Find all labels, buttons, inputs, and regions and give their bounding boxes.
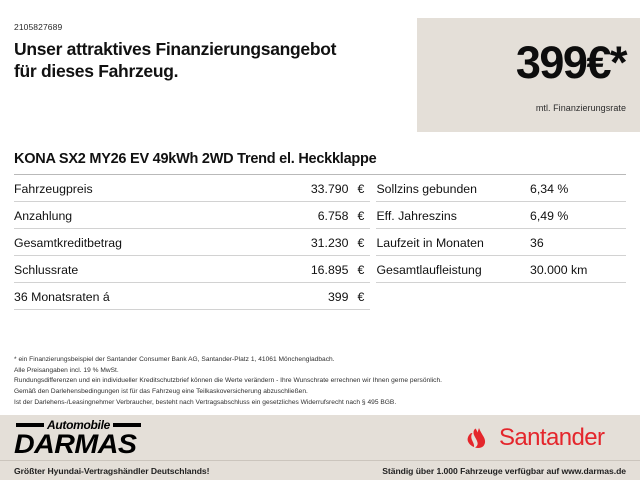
footer-tagline-bar: Größter Hyundai-Vertragshändler Deutschl… bbox=[0, 460, 640, 480]
monthly-rate-caption: mtl. Finanzierungsrate bbox=[535, 103, 626, 113]
spec-value: 30.000 km bbox=[530, 263, 588, 277]
spec-value: 36 bbox=[530, 236, 544, 250]
vehicle-title: KONA SX2 MY26 EV 49kWh 2WD Trend el. Hec… bbox=[14, 151, 626, 175]
darmas-logo-top-row: Automobile bbox=[14, 419, 194, 431]
spec-label: Gesamtlaufleistung bbox=[376, 263, 482, 277]
disclaimer-line: Gemäß den Darlehensbedingungen ist für d… bbox=[14, 388, 308, 396]
spec-label: 36 Monatsraten á bbox=[14, 290, 110, 304]
table-row: Gesamtlaufleistung 30.000 km bbox=[376, 256, 626, 283]
spec-value: 6,34 % bbox=[530, 182, 569, 196]
spec-label: Fahrzeugpreis bbox=[14, 182, 93, 196]
spec-label: Eff. Jahreszins bbox=[376, 209, 457, 223]
header-section: 2105827689 Unser attraktives Finanzierun… bbox=[0, 0, 640, 132]
specification-table: Fahrzeugpreis 33.790 € Anzahlung 6.758 €… bbox=[0, 175, 640, 310]
table-row: Anzahlung 6.758 € bbox=[14, 202, 371, 229]
legal-disclaimer: * ein Finanzierungsbeispiel der Santande… bbox=[0, 355, 640, 408]
spec-value: 6,49 % bbox=[530, 209, 569, 223]
headline-line-2: für dieses Fahrzeug. bbox=[14, 60, 179, 81]
footer-section: Automobile DARMAS Santander Größter Hyun… bbox=[0, 415, 640, 480]
logo-rule-right-icon bbox=[113, 423, 141, 427]
page-headline: Unser attraktives Finanzierungsangebot f… bbox=[14, 39, 409, 82]
table-row: Fahrzeugpreis 33.790 € bbox=[14, 175, 371, 202]
spec-label: Schlussrate bbox=[14, 263, 79, 277]
footer-tagline-left: Größter Hyundai-Vertragshändler Deutschl… bbox=[14, 466, 210, 476]
table-row: Eff. Jahreszins 6,49 % bbox=[376, 202, 626, 229]
disclaimer-line: Rundungsdifferenzen und ein individuelle… bbox=[14, 377, 443, 385]
spec-unit: € bbox=[357, 236, 365, 250]
monthly-rate-box: 399€* mtl. Finanzierungsrate bbox=[417, 18, 640, 132]
spec-label: Gesamtkreditbetrag bbox=[14, 236, 122, 250]
logo-rule-left-icon bbox=[16, 423, 44, 427]
santander-flame-icon bbox=[467, 428, 486, 448]
table-row-spacer bbox=[376, 283, 626, 310]
spec-value: 31.230 bbox=[310, 236, 349, 250]
spec-unit: € bbox=[357, 290, 365, 304]
table-row: Sollzins gebunden 6,34 % bbox=[376, 175, 626, 202]
spec-label: Sollzins gebunden bbox=[376, 182, 477, 196]
table-row: 36 Monatsraten á 399 € bbox=[14, 283, 371, 310]
spec-label: Anzahlung bbox=[14, 209, 73, 223]
darmas-dealer-logo: Automobile DARMAS bbox=[14, 419, 194, 458]
darmas-logo-top-word: Automobile bbox=[47, 418, 110, 432]
reference-number: 2105827689 bbox=[14, 22, 63, 32]
spec-value: 399 bbox=[327, 290, 349, 304]
disclaimer-line: Alle Preisangaben incl. 19 % MwSt. bbox=[14, 366, 119, 374]
vehicle-title-section: KONA SX2 MY26 EV 49kWh 2WD Trend el. Hec… bbox=[0, 151, 640, 175]
monthly-rate-amount: 399€* bbox=[515, 37, 628, 88]
spec-label: Laufzeit in Monaten bbox=[376, 236, 484, 250]
spec-value: 16.895 bbox=[310, 263, 349, 277]
spec-value: 6.758 bbox=[317, 209, 349, 223]
darmas-logo-main-word: DARMAS bbox=[14, 429, 137, 459]
table-row: Gesamtkreditbetrag 31.230 € bbox=[14, 229, 371, 256]
spec-unit: € bbox=[357, 209, 365, 223]
santander-wordmark: Santander bbox=[499, 424, 605, 451]
footer-tagline-right: Ständig über 1.000 Fahrzeuge verfügbar a… bbox=[382, 466, 626, 476]
table-row: Schlussrate 16.895 € bbox=[14, 256, 371, 283]
table-row: Laufzeit in Monaten 36 bbox=[376, 229, 626, 256]
spec-unit: € bbox=[357, 182, 365, 196]
spec-column-right: Sollzins gebunden 6,34 % Eff. Jahreszins… bbox=[376, 175, 626, 310]
spec-value: 33.790 bbox=[310, 182, 349, 196]
disclaimer-line: * ein Finanzierungsbeispiel der Santande… bbox=[14, 356, 335, 363]
disclaimer-line: Ist der Darlehens-/Leasingnehmer Verbrau… bbox=[14, 398, 397, 406]
headline-line-1: Unser attraktives Finanzierungsangebot bbox=[14, 39, 337, 59]
footer-logo-row: Automobile DARMAS Santander bbox=[0, 415, 640, 460]
spec-column-left: Fahrzeugpreis 33.790 € Anzahlung 6.758 €… bbox=[14, 175, 371, 310]
santander-bank-logo: Santander bbox=[466, 424, 605, 451]
spec-unit: € bbox=[357, 263, 365, 277]
